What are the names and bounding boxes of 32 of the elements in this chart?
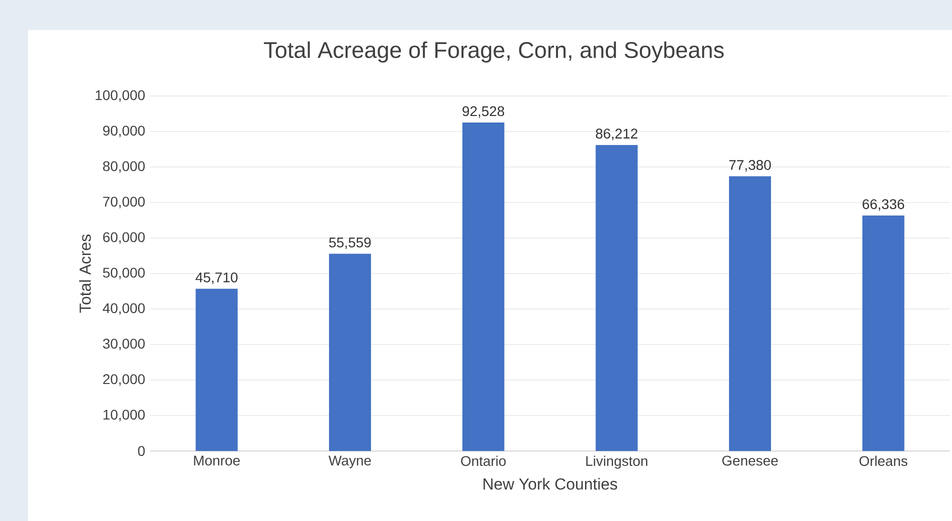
data-label: 66,336	[862, 199, 904, 211]
y-tick-label: 80,000	[103, 161, 145, 173]
y-tick-label: 40,000	[102, 303, 145, 315]
x-tick-label: Orleans	[860, 456, 908, 466]
y-tick-label: 10,000	[104, 410, 145, 422]
y-tick-label: 60,000	[103, 232, 145, 244]
y-tick-label: 50,000	[103, 268, 145, 280]
data-label: 77,380	[729, 160, 771, 172]
data-label: 92,528	[462, 106, 504, 118]
bar	[862, 216, 904, 451]
x-tick-label: Ontario	[461, 456, 506, 466]
data-label: 55,559	[329, 237, 371, 250]
bar	[196, 288, 238, 451]
x-axis-title: New York Counties	[484, 478, 618, 490]
x-tick-label: Genesee	[722, 456, 778, 466]
y-tick-label: 20,000	[103, 374, 145, 386]
y-tick-label: 30,000	[102, 338, 145, 350]
y-tick-label: 100,000	[96, 90, 145, 102]
x-tick-label: Monroe	[194, 456, 240, 466]
bar	[729, 176, 772, 451]
y-axis-title: Total Acres	[79, 234, 91, 313]
chart-title: Total Acreage of Forage, Corn, and Soybeans	[264, 41, 724, 63]
bar	[462, 122, 504, 451]
y-tick-label: 90,000	[103, 126, 145, 138]
bar	[329, 254, 371, 451]
bar	[596, 144, 638, 451]
y-tick-label: 70,000	[103, 196, 145, 208]
data-label: 86,212	[596, 128, 638, 140]
data-label: 45,710	[196, 272, 238, 284]
y-tick-label: 0	[138, 446, 145, 456]
x-tick-label: Livingston	[586, 456, 648, 469]
x-tick-label: Wayne	[328, 456, 371, 468]
